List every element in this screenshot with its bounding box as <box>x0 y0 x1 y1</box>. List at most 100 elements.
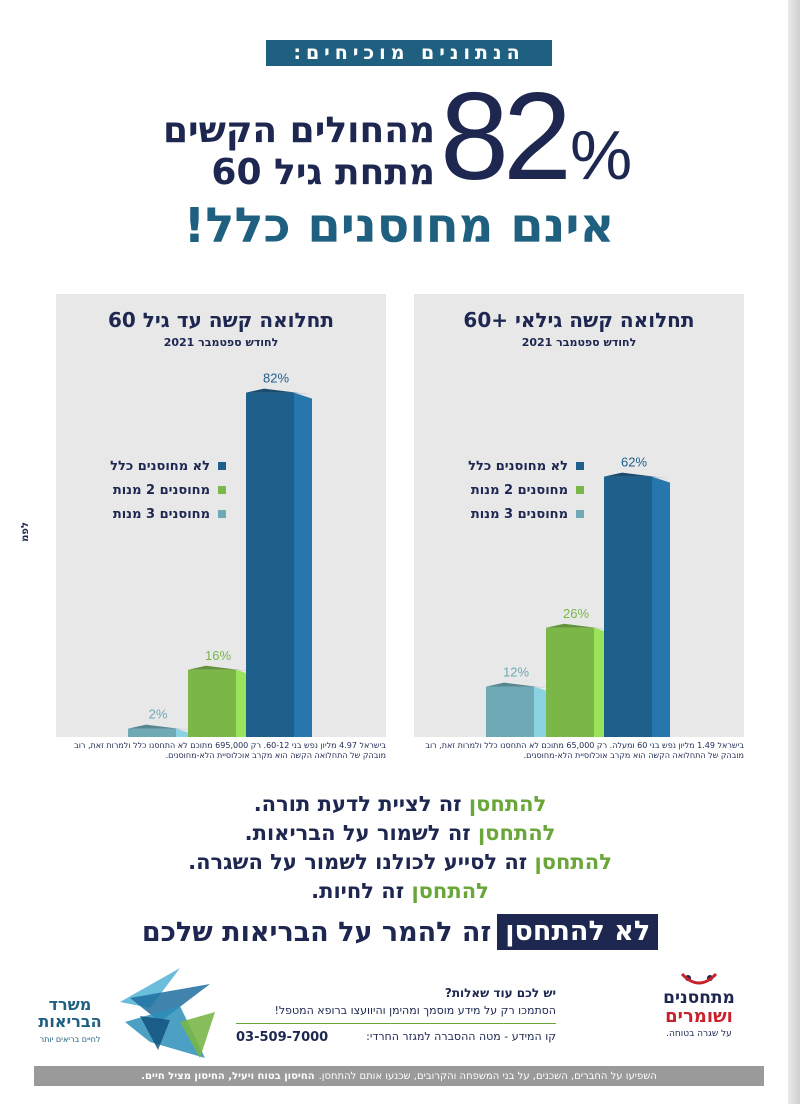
slogan-highlight: להתחסן <box>468 792 547 816</box>
bar-value-label: 26% <box>563 606 589 621</box>
legend-item: לא מחוסנים כלל <box>434 454 584 478</box>
slogan-line: להתחסן זה לסייע לכולנו לשמור על השגרה. <box>150 848 650 877</box>
hero-line-1: מהחולים הקשים <box>162 110 435 151</box>
bar-top <box>604 472 670 479</box>
slogan-line: להתחסן זה לחיות. <box>150 877 650 906</box>
contact-divider <box>236 1023 556 1024</box>
slogan-highlight: להתחסן <box>477 821 556 845</box>
bar-value-label: 12% <box>503 665 529 680</box>
chart-title: תחלואה קשה גילאי +60 <box>463 308 695 332</box>
footer-text: השפיעו על החברים, השכנים, על בני המשפחה … <box>318 1070 657 1082</box>
smile-icon <box>680 972 718 985</box>
slogan-line: להתחסן זה לשמור על הבריאות. <box>150 819 650 848</box>
contact-hotline-row: קו המידע - מטה ההסברה למגזר החרדי: 03-50… <box>236 1030 556 1045</box>
bar <box>486 686 534 737</box>
bottom-line-boxed: לא להתחסן <box>497 914 659 950</box>
bar-group: 16% <box>188 648 254 737</box>
bar-value-label: 82% <box>263 371 289 386</box>
chart-subtitle: לחודש ספטמבר 2021 <box>521 336 637 349</box>
legend-item: מחוסנים 2 מנות <box>434 478 584 502</box>
bar-top <box>188 665 254 672</box>
legend-label: מחוסנים 3 מנות <box>470 506 568 522</box>
bar-value-label: 62% <box>621 455 647 470</box>
hero-line-2: מתחת גיל 60 <box>211 152 435 193</box>
slogan-highlight: להתחסן <box>534 850 612 874</box>
bar <box>188 669 236 737</box>
bar <box>128 728 176 737</box>
contact-info: יש לכם עוד שאלות? הסתמכו רק על מידע מוסמ… <box>236 986 556 1045</box>
bar-value-label: 16% <box>205 648 231 663</box>
chart-footnote-under-60: בישראל 4.97 מליון נפש בני 60-12. רק 695,… <box>74 741 386 760</box>
campaign-logo-line3: על שגרה בטוחה. <box>666 1029 732 1039</box>
slogan-text: זה לציית לדעת תורה. <box>253 792 469 816</box>
bottom-line-text: זה להמר על הבריאות שלכם <box>141 916 492 948</box>
bottom-line: לא להתחסן זה להמר על הבריאות שלכם <box>120 914 680 950</box>
hero-percent: 82 % <box>440 72 650 202</box>
chart-legend: לא מחוסנים כלל מחוסנים 2 מנות מחוסנים 3 … <box>76 454 226 526</box>
chart-under-60: 2% 16% 82% <box>128 371 312 737</box>
chart-panel-under-60: תחלואה קשה עד גיל 60 לחודש ספטמבר 2021 2… <box>56 294 386 737</box>
slogan-highlight: להתחסן <box>411 879 489 903</box>
legend-swatch <box>576 462 584 470</box>
contact-hotline: קו המידע - מטה ההסברה למגזר החרדי: <box>366 1030 556 1043</box>
bar-top <box>246 388 312 395</box>
bar-group: 82% <box>246 371 312 737</box>
bar <box>246 392 294 737</box>
legend-swatch <box>576 486 584 494</box>
chart-legend: לא מחוסנים כלל מחוסנים 2 מנות מחוסנים 3 … <box>434 454 584 526</box>
hero-headline: מהחולים הקשים מתחת גיל 60 <box>150 110 435 194</box>
bar-value-label: 2% <box>149 707 168 722</box>
footer-bar: השפיעו על החברים, השכנים, על בני המשפחה … <box>34 1066 764 1086</box>
footer-bold: החיסון בטוח ויעיל, החיסון מציל חיים. <box>141 1070 315 1082</box>
legend-item: מחוסנים 2 מנות <box>76 478 226 502</box>
legend-label: לא מחוסנים כלל <box>468 458 568 474</box>
contact-phone[interactable]: 03-509-7000 <box>236 1030 329 1045</box>
header-badge: הנתונים מוכיחים: <box>266 40 552 66</box>
bar <box>546 627 594 737</box>
campaign-logo: מתחסנים ושומרים על שגרה בטוחה. <box>644 966 754 1052</box>
legend-swatch <box>218 486 226 494</box>
chart-title: תחלואה קשה עד גיל 60 <box>108 308 334 332</box>
bar-group: 26% <box>546 606 612 737</box>
contact-advice: הסתמכו רק על מידע מוסמך ומהימן והיוועצו … <box>274 1004 556 1017</box>
ministry-tagline: לחיים בריאים יותר <box>39 1035 101 1044</box>
legend-item: מחוסנים 3 מנות <box>434 502 584 526</box>
chart-panel-over-60: תחלואה קשה גילאי +60 לחודש ספטמבר 2021 1… <box>414 294 744 737</box>
bar-group: 12% <box>486 665 552 737</box>
legend-swatch <box>576 510 584 518</box>
contact-question: יש לכם עוד שאלות? <box>444 986 556 1000</box>
legend-swatch <box>218 510 226 518</box>
slogan-line: להתחסן זה לציית לדעת תורה. <box>150 790 650 819</box>
legend-label: לא מחוסנים כלל <box>110 458 210 474</box>
campaign-logo-line2: ושומרים <box>665 1006 733 1027</box>
slogan-text: זה לשמור על הבריאות. <box>244 821 478 845</box>
bar-top <box>486 682 552 689</box>
slogan-text: זה לחיות. <box>311 879 412 903</box>
chart-over-60: 12% 26% 62% <box>486 455 670 737</box>
side-label: לפמ <box>20 522 31 542</box>
ministry-name: משרד הבריאות <box>38 995 102 1031</box>
ministry-emblem-icon <box>120 968 215 1058</box>
legend-swatch <box>218 462 226 470</box>
legend-label: מחוסנים 3 מנות <box>112 506 210 522</box>
ministry-logo: משרד הבריאות לחיים בריאים יותר <box>30 962 220 1062</box>
legend-item: מחוסנים 3 מנות <box>76 502 226 526</box>
page-edge-shadow <box>788 0 800 1104</box>
bar-group: 62% <box>604 455 670 737</box>
legend-label: מחוסנים 2 מנות <box>470 482 568 498</box>
bar-side <box>294 392 312 737</box>
chart-footnote-over-60: בישראל 1.49 מליון נפש בני 60 ומעלה. רק 6… <box>425 741 744 760</box>
slogans: להתחסן זה לציית לדעת תורה. להתחסן זה לשמ… <box>150 790 650 906</box>
hero-percent-sign: % <box>569 116 633 194</box>
hero-line-3: אינם מחוסנים כלל! <box>183 198 615 254</box>
legend-label: מחוסנים 2 מנות <box>112 482 210 498</box>
bar-group: 2% <box>128 707 194 737</box>
slogan-text: זה לסייע לכולנו לשמור על השגרה. <box>188 850 535 874</box>
chart-subtitle: לחודש ספטמבר 2021 <box>163 336 279 349</box>
hero-percent-number: 82 <box>440 68 572 206</box>
bar-top <box>128 724 194 731</box>
bar-side <box>652 476 670 737</box>
bar <box>604 476 652 737</box>
legend-item: לא מחוסנים כלל <box>76 454 226 478</box>
